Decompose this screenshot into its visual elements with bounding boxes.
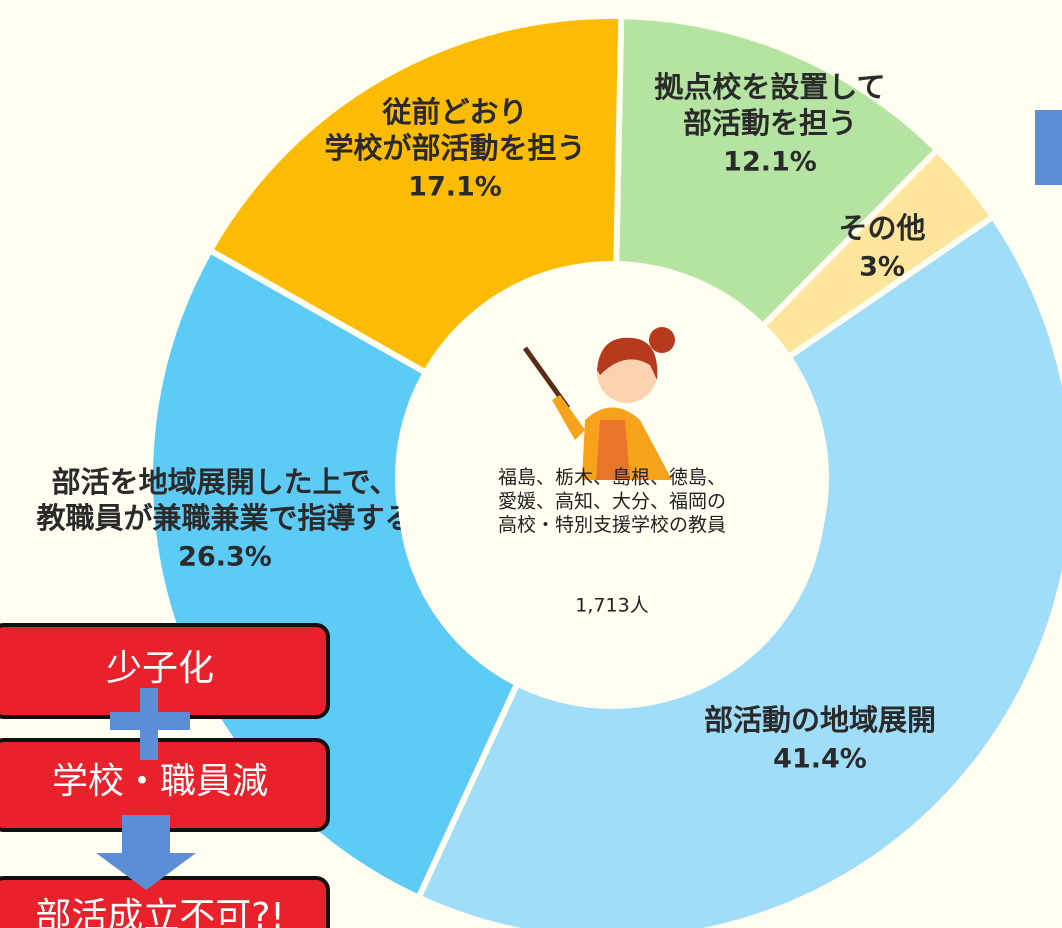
center-value: 1,713人 <box>575 595 648 617</box>
center-area: 福島、栃木、島根、徳島、愛媛、高知、大分、福岡の高校・特別支援学校の教員 1,7… <box>398 281 826 709</box>
shirt <box>596 420 630 480</box>
segment-label: 拠点校を設置して部活動を担う <box>654 70 885 140</box>
segment-value: 17.1% <box>408 172 502 203</box>
flow-step: 部活成立不可?! <box>35 896 285 928</box>
hair-bun <box>649 327 675 353</box>
inner-circle <box>398 281 826 709</box>
plus-horizontal <box>110 712 190 730</box>
center-text: 福島、栃木、島根、徳島、愛媛、高知、大分、福岡の高校・特別支援学校の教員 <box>498 466 726 536</box>
donut-chart: 拠点校を設置して部活動を担う 12.1% その他 3% 部活動の地域展開 41.4% 部活を… <box>36 13 1062 928</box>
side-block <box>1035 110 1062 185</box>
segment-value: 12.1% <box>723 147 817 178</box>
segment-label: その他 <box>838 211 925 245</box>
arrow-head <box>96 853 196 890</box>
flow-step: 学校・職員減 <box>52 761 268 802</box>
flow-step: 少子化 <box>106 648 214 689</box>
segment-label: 従前どおり学校が部活動を担う <box>324 95 585 165</box>
segment-value: 41.4% <box>773 744 867 775</box>
donut-segment <box>613 13 942 331</box>
hair <box>597 337 658 380</box>
segment-label: 部活を地域展開した上で、教職員が兼職兼業で指導する <box>36 465 413 535</box>
teacher-illustration <box>522 327 675 480</box>
segment-value: 26.3% <box>178 542 272 573</box>
flow: 少子化 学校・職員減 部活成立不可?! <box>0 623 330 928</box>
arm <box>552 395 585 440</box>
donut-segment <box>205 13 625 377</box>
segment-label: 部活動の地域展開 <box>704 703 936 737</box>
arrow-shaft <box>122 815 170 857</box>
segment-value: 3% <box>859 252 905 283</box>
